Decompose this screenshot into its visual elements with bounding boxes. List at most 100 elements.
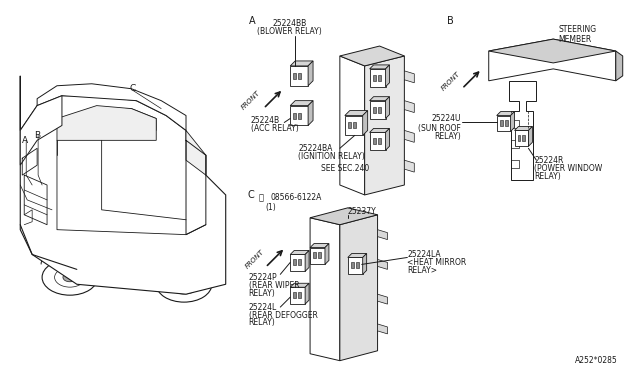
Polygon shape xyxy=(340,46,404,66)
Polygon shape xyxy=(186,131,206,175)
Ellipse shape xyxy=(169,275,199,294)
Polygon shape xyxy=(325,244,329,264)
Polygon shape xyxy=(290,254,305,271)
Polygon shape xyxy=(57,106,156,140)
Text: 25224B: 25224B xyxy=(250,116,280,125)
Polygon shape xyxy=(348,257,363,274)
Polygon shape xyxy=(363,110,367,135)
Polygon shape xyxy=(310,244,329,247)
Text: (ACC RELAY): (ACC RELAY) xyxy=(250,124,298,133)
Polygon shape xyxy=(20,76,226,294)
Text: A: A xyxy=(22,136,28,145)
Polygon shape xyxy=(298,259,301,265)
Polygon shape xyxy=(378,107,381,113)
Polygon shape xyxy=(340,215,378,361)
Polygon shape xyxy=(308,61,313,86)
Polygon shape xyxy=(497,116,511,131)
Ellipse shape xyxy=(177,280,191,289)
Polygon shape xyxy=(370,132,385,150)
Polygon shape xyxy=(529,126,532,146)
Polygon shape xyxy=(378,138,381,144)
Text: C: C xyxy=(248,190,254,200)
Polygon shape xyxy=(378,324,387,334)
Polygon shape xyxy=(293,259,296,265)
Polygon shape xyxy=(298,292,301,298)
Text: FRONT: FRONT xyxy=(240,90,261,111)
Text: 25224LA: 25224LA xyxy=(407,250,441,259)
Polygon shape xyxy=(340,56,365,195)
Text: (SUN ROOF: (SUN ROOF xyxy=(418,124,461,133)
Polygon shape xyxy=(370,101,385,119)
Text: <HEAT MIRROR: <HEAT MIRROR xyxy=(407,258,467,267)
Polygon shape xyxy=(310,218,340,361)
Polygon shape xyxy=(511,112,515,131)
Ellipse shape xyxy=(63,273,77,282)
Polygon shape xyxy=(509,81,536,180)
Text: 25224BA: 25224BA xyxy=(298,144,333,153)
Polygon shape xyxy=(497,112,515,116)
Polygon shape xyxy=(305,283,309,304)
Text: FRONT: FRONT xyxy=(440,70,461,92)
Polygon shape xyxy=(372,138,376,144)
Polygon shape xyxy=(290,287,305,304)
Text: A252*0285: A252*0285 xyxy=(575,356,618,365)
Polygon shape xyxy=(385,65,390,87)
Polygon shape xyxy=(353,122,356,128)
Text: RELAY): RELAY) xyxy=(434,132,461,141)
Polygon shape xyxy=(293,113,296,119)
Polygon shape xyxy=(518,135,520,141)
Polygon shape xyxy=(404,71,414,83)
Text: RELAY): RELAY) xyxy=(248,318,275,327)
Polygon shape xyxy=(522,135,525,141)
Polygon shape xyxy=(372,75,376,81)
Polygon shape xyxy=(290,106,308,125)
Polygon shape xyxy=(290,101,313,106)
Text: RELAY): RELAY) xyxy=(534,171,561,180)
Polygon shape xyxy=(305,250,309,271)
Polygon shape xyxy=(363,253,367,274)
Text: B: B xyxy=(447,16,454,26)
Polygon shape xyxy=(385,128,390,150)
Text: Ⓢ: Ⓢ xyxy=(259,193,264,202)
Polygon shape xyxy=(365,56,404,195)
Polygon shape xyxy=(370,128,390,132)
Polygon shape xyxy=(500,121,502,126)
Polygon shape xyxy=(310,208,378,225)
Text: 25224BB: 25224BB xyxy=(272,19,307,28)
Text: SEE SEC.240: SEE SEC.240 xyxy=(321,164,370,173)
Text: 25224P: 25224P xyxy=(248,273,277,282)
Text: MEMBER: MEMBER xyxy=(558,35,591,44)
Polygon shape xyxy=(378,294,387,304)
Polygon shape xyxy=(404,160,414,172)
Text: 08566-6122A: 08566-6122A xyxy=(270,193,322,202)
Polygon shape xyxy=(404,101,414,113)
Text: 25224R: 25224R xyxy=(534,156,564,165)
Polygon shape xyxy=(372,107,376,113)
Polygon shape xyxy=(348,253,367,257)
Text: (BLOWER RELAY): (BLOWER RELAY) xyxy=(257,27,322,36)
Polygon shape xyxy=(290,66,308,86)
Polygon shape xyxy=(293,73,296,79)
Polygon shape xyxy=(57,109,156,131)
Polygon shape xyxy=(489,39,616,63)
Polygon shape xyxy=(404,131,414,142)
Polygon shape xyxy=(318,253,321,259)
Polygon shape xyxy=(290,61,313,66)
Polygon shape xyxy=(370,65,390,69)
Ellipse shape xyxy=(54,267,85,287)
Ellipse shape xyxy=(42,259,98,295)
Polygon shape xyxy=(20,96,62,165)
Polygon shape xyxy=(370,97,390,101)
Polygon shape xyxy=(378,230,387,240)
Text: 25237Y: 25237Y xyxy=(348,207,376,216)
Text: (1): (1) xyxy=(266,203,276,212)
Text: (IGNITION RELAY): (IGNITION RELAY) xyxy=(298,152,365,161)
Polygon shape xyxy=(504,121,508,126)
Text: B: B xyxy=(34,131,40,140)
Polygon shape xyxy=(298,113,301,119)
Polygon shape xyxy=(310,247,325,264)
Text: RELAY>: RELAY> xyxy=(407,266,437,275)
Polygon shape xyxy=(356,262,358,268)
Polygon shape xyxy=(370,69,385,87)
Polygon shape xyxy=(313,253,316,259)
